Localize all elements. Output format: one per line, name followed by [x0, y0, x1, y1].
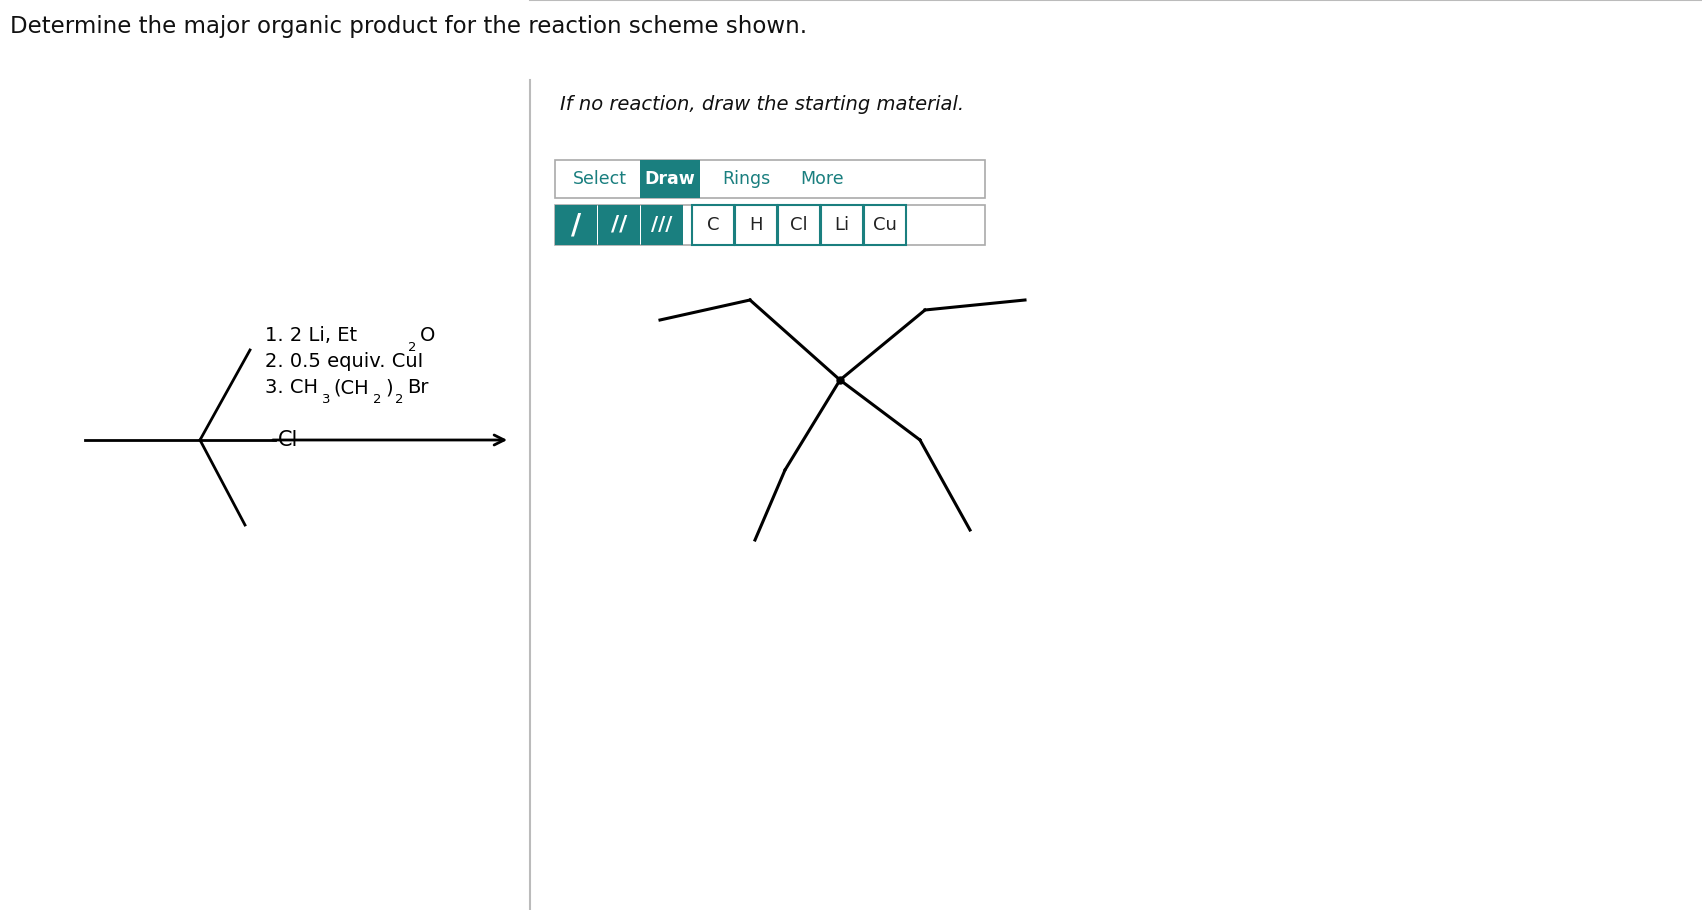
Text: Rings: Rings — [722, 170, 771, 188]
Text: ///: /// — [652, 216, 672, 235]
Text: 2: 2 — [408, 341, 417, 354]
Text: Determine the major organic product for the reaction scheme shown.: Determine the major organic product for … — [10, 15, 807, 38]
Text: 3: 3 — [322, 393, 330, 406]
Text: 2: 2 — [373, 393, 381, 406]
FancyBboxPatch shape — [778, 205, 820, 245]
Text: ): ) — [385, 378, 393, 397]
Text: 2: 2 — [395, 393, 403, 406]
Text: O: O — [420, 326, 436, 345]
FancyBboxPatch shape — [555, 160, 985, 198]
Text: Cl: Cl — [790, 216, 808, 234]
Text: 2. 0.5 equiv. CuI: 2. 0.5 equiv. CuI — [266, 352, 424, 371]
FancyBboxPatch shape — [865, 205, 905, 245]
Text: Br: Br — [407, 378, 429, 397]
Text: /: / — [570, 211, 580, 239]
Text: 1. 2 Li, Et: 1. 2 Li, Et — [266, 326, 357, 345]
FancyBboxPatch shape — [693, 205, 734, 245]
Text: H: H — [749, 216, 762, 234]
Text: Li: Li — [834, 216, 849, 234]
Text: Draw: Draw — [645, 170, 696, 188]
FancyBboxPatch shape — [735, 205, 778, 245]
Text: 3. CH: 3. CH — [266, 378, 318, 397]
Text: Cu: Cu — [873, 216, 897, 234]
Text: (CH: (CH — [334, 378, 369, 397]
Text: //: // — [611, 215, 626, 235]
Text: Select: Select — [574, 170, 626, 188]
Text: If no reaction, draw the starting material.: If no reaction, draw the starting materi… — [560, 95, 963, 114]
FancyBboxPatch shape — [555, 205, 597, 245]
Text: Cl: Cl — [277, 430, 298, 450]
FancyBboxPatch shape — [597, 205, 640, 245]
FancyBboxPatch shape — [820, 205, 863, 245]
FancyBboxPatch shape — [555, 205, 985, 245]
FancyBboxPatch shape — [640, 160, 700, 198]
Text: C: C — [706, 216, 720, 234]
FancyBboxPatch shape — [642, 205, 683, 245]
Text: More: More — [800, 170, 844, 188]
